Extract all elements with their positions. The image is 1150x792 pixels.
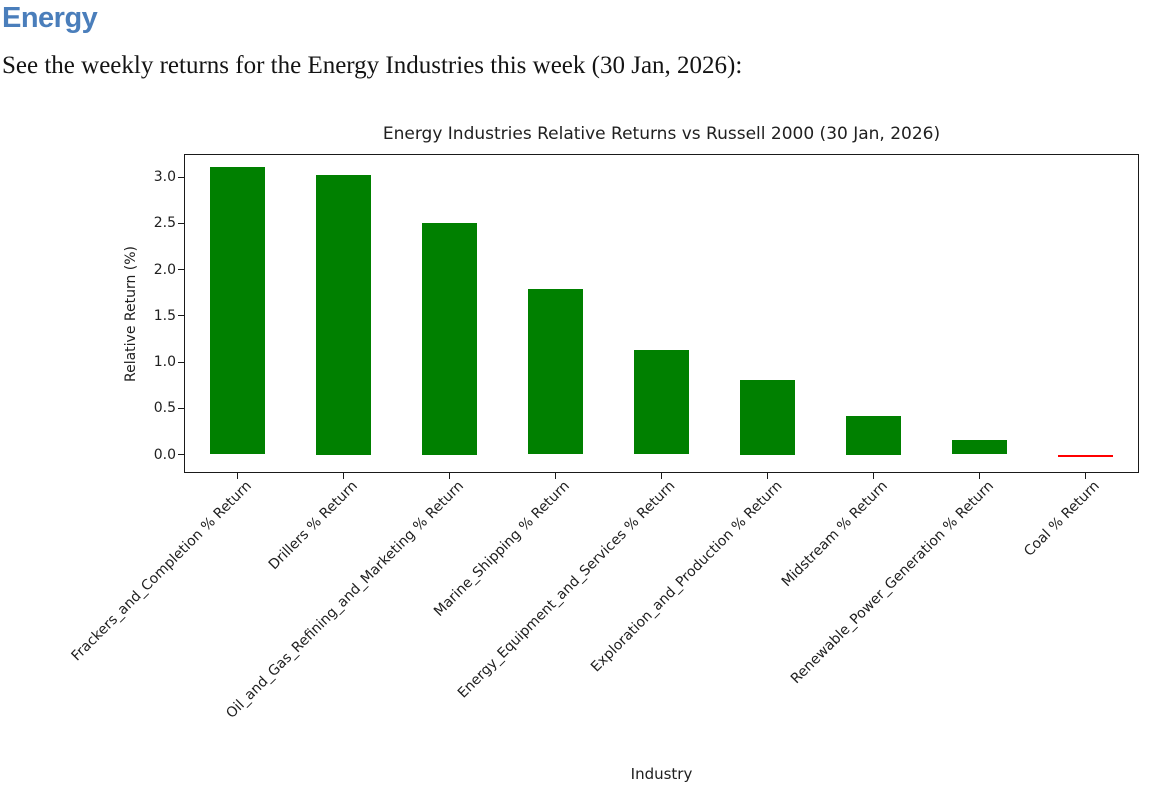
bar (1058, 454, 1114, 458)
bar (315, 175, 371, 455)
bar (421, 223, 477, 455)
y-tick-label: 1.5 (153, 307, 176, 324)
y-tick-mark (178, 361, 184, 363)
x-tick-label: Midstream % Return (778, 478, 892, 591)
page-title: Energy (2, 2, 98, 34)
x-tick-mark (1085, 473, 1087, 479)
y-tick-mark (178, 315, 184, 317)
x-tick-mark (661, 473, 662, 479)
bar (952, 439, 1008, 455)
bar (846, 415, 902, 455)
intro-text: See the weekly returns for the Energy In… (2, 52, 743, 79)
x-tick-label: Frackers_and_Completion % Return (68, 478, 255, 665)
y-tick-label: 0.5 (153, 400, 176, 417)
bar (209, 166, 265, 455)
x-tick-label: Coal % Return (1021, 478, 1104, 560)
x-tick-mark (236, 473, 238, 479)
x-tick-label: Renewable_Power_Generation % Return (788, 478, 998, 688)
x-tick-mark (448, 473, 450, 479)
y-tick-mark (178, 454, 184, 455)
x-tick-mark (873, 473, 875, 479)
bar (527, 288, 583, 455)
bar (740, 379, 796, 455)
bar (634, 350, 689, 455)
x-tick-mark (767, 473, 769, 479)
x-tick-mark (342, 473, 344, 479)
x-tick-label: Drillers % Return (265, 478, 361, 574)
x-tick-label: Oil_and_Gas_Refining_and_Marketing % Ret… (222, 478, 467, 722)
y-tick-mark (178, 176, 184, 178)
x-axis-label: Industry (630, 765, 693, 783)
y-tick-label: 2.5 (153, 215, 176, 232)
x-tick-label: Exploration_and_Production % Return (587, 478, 785, 676)
y-tick-mark (178, 407, 184, 409)
x-tick-mark (979, 473, 981, 479)
y-tick-label: 1.0 (153, 354, 176, 371)
y-tick-mark (178, 269, 184, 271)
x-tick-mark (554, 473, 556, 479)
x-tick-label: Energy_Equipment_and_Services % Return (455, 478, 679, 702)
y-tick-label: 0.0 (153, 446, 176, 463)
y-tick-label: 2.0 (153, 261, 176, 278)
chart-title: Energy Industries Relative Returns vs Ru… (382, 124, 941, 144)
y-tick-mark (178, 222, 184, 224)
y-tick-label: 3.0 (153, 169, 176, 186)
